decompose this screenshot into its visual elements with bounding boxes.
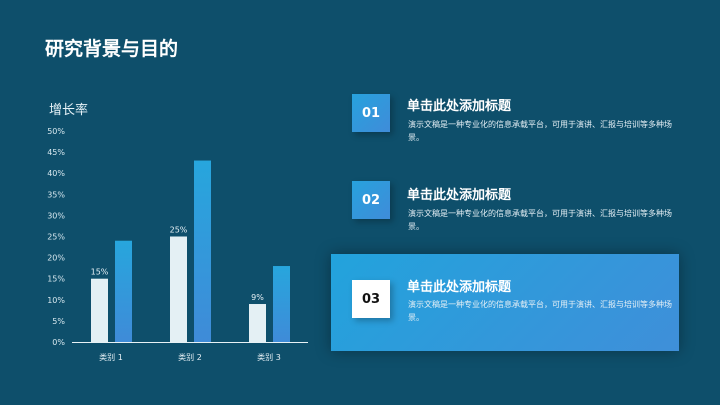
y-tick-label: 40% (47, 169, 65, 178)
y-tick-label: 0% (52, 338, 65, 347)
data-label: 15% (91, 268, 109, 277)
card-1[interactable]: 01 单击此处添加标题 演示文稿是一种专业化的信息承载平台，可用于演讲、汇报与培… (331, 84, 679, 181)
slide-title: 研究背景与目的 (45, 38, 179, 60)
chart-title: 增长率 (49, 103, 89, 118)
card-title[interactable]: 单击此处添加标题 (407, 188, 512, 203)
y-tick-label: 20% (47, 254, 65, 263)
bar-series1 (91, 278, 108, 342)
bar-series1 (249, 304, 266, 342)
y-tick-label: 35% (47, 190, 65, 199)
x-tick-label: 类别 2 (178, 352, 202, 362)
y-tick-label: 15% (47, 275, 65, 284)
x-tick-label: 类别 1 (99, 352, 123, 362)
bar-series2 (273, 266, 290, 342)
bar-series2 (194, 160, 211, 342)
y-tick-label: 30% (47, 211, 65, 220)
x-tick-label: 类别 3 (257, 352, 281, 362)
card-2[interactable]: 02 单击此处添加标题 演示文稿是一种专业化的信息承载平台，可用于演讲、汇报与培… (331, 171, 679, 268)
bar-series2 (115, 240, 132, 342)
card-description[interactable]: 演示文稿是一种专业化的信息承载平台，可用于演讲、汇报与培训等多种场景。 (408, 300, 672, 322)
card-description[interactable]: 演示文稿是一种专业化的信息承载平台，可用于演讲、汇报与培训等多种场景。 (408, 209, 672, 231)
y-tick-label: 45% (47, 148, 65, 157)
card-number: 01 (352, 94, 390, 132)
card-number: 02 (352, 181, 390, 219)
card-title[interactable]: 单击此处添加标题 (407, 99, 512, 114)
card-description[interactable]: 演示文稿是一种专业化的信息承载平台，可用于演讲、汇报与培训等多种场景。 (408, 120, 672, 142)
y-tick-label: 25% (47, 233, 65, 242)
y-tick-label: 50% (47, 127, 65, 136)
y-tick-label: 10% (47, 296, 65, 305)
bar-series1 (170, 236, 187, 342)
data-label: 9% (251, 293, 264, 302)
card-number: 03 (352, 280, 390, 318)
card-3[interactable]: 03 单击此处添加标题 演示文稿是一种专业化的信息承载平台，可用于演讲、汇报与培… (331, 254, 679, 351)
y-tick-label: 5% (52, 317, 65, 326)
card-title[interactable]: 单击此处添加标题 (407, 280, 512, 295)
data-label: 25% (170, 226, 188, 235)
